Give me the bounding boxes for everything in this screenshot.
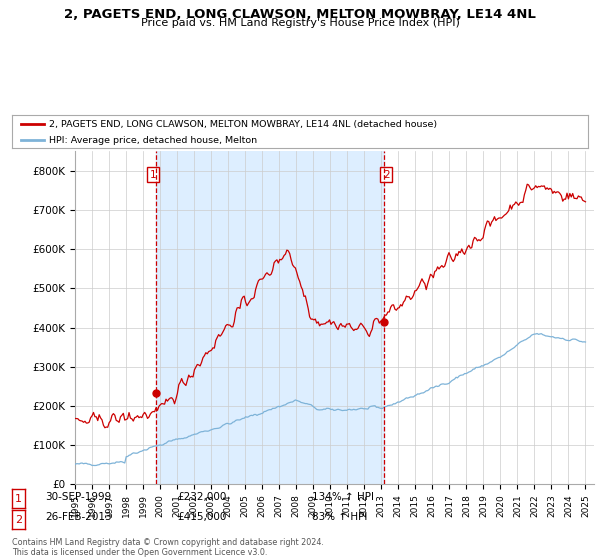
Text: £232,000: £232,000 [177, 492, 226, 502]
Bar [156, 151, 384, 484]
Text: Contains HM Land Registry data © Crown copyright and database right 2024.
This d: Contains HM Land Registry data © Crown c… [12, 538, 324, 557]
Text: 83% ↑ HPI: 83% ↑ HPI [312, 512, 367, 522]
Text: 1: 1 [15, 494, 22, 504]
Text: 2: 2 [383, 170, 390, 180]
Text: 1: 1 [150, 170, 157, 180]
Text: HPI: Average price, detached house, Melton: HPI: Average price, detached house, Melt… [49, 136, 257, 144]
Text: 2, PAGETS END, LONG CLAWSON, MELTON MOWBRAY, LE14 4NL: 2, PAGETS END, LONG CLAWSON, MELTON MOWB… [64, 8, 536, 21]
Text: £415,000: £415,000 [177, 512, 226, 522]
Text: 2: 2 [15, 515, 22, 525]
Text: 2, PAGETS END, LONG CLAWSON, MELTON MOWBRAY, LE14 4NL (detached house): 2, PAGETS END, LONG CLAWSON, MELTON MOWB… [49, 120, 437, 129]
Text: 26-FEB-2013: 26-FEB-2013 [45, 512, 112, 522]
Text: 30-SEP-1999: 30-SEP-1999 [45, 492, 111, 502]
Text: Price paid vs. HM Land Registry's House Price Index (HPI): Price paid vs. HM Land Registry's House … [140, 18, 460, 29]
Text: 134% ↑ HPI: 134% ↑ HPI [312, 492, 374, 502]
